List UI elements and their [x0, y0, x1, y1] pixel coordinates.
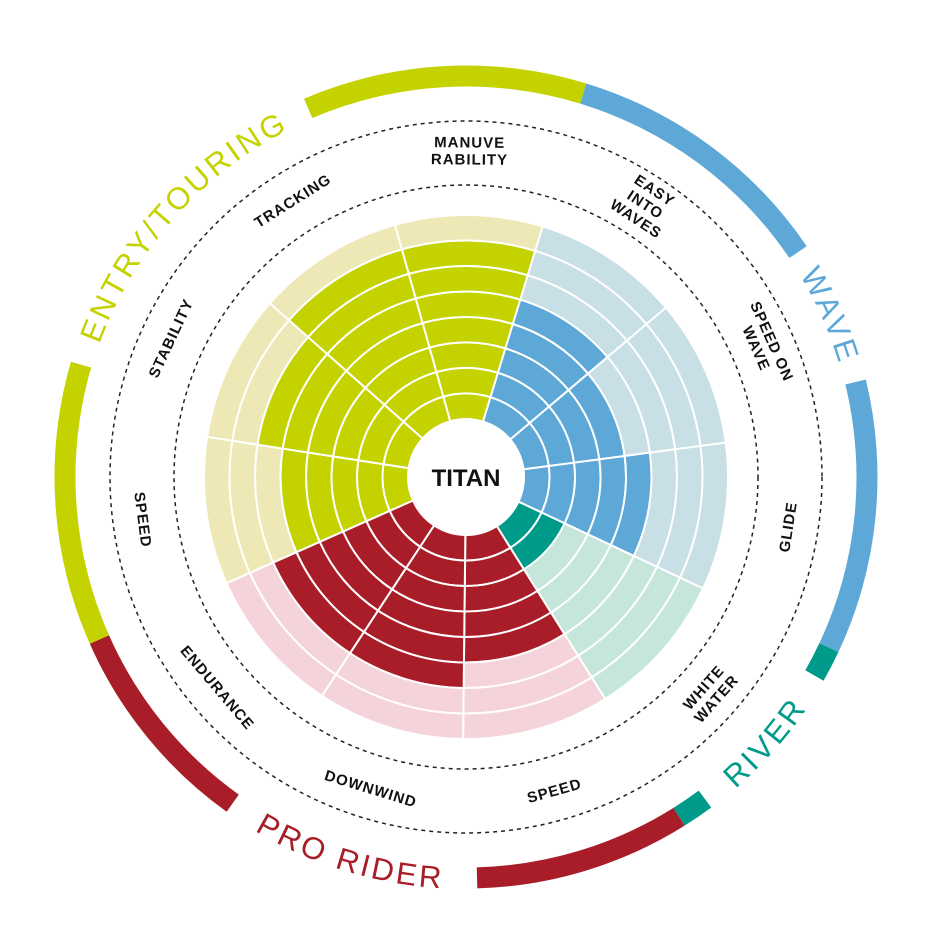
category-ring-arc [819, 379, 878, 653]
rating-bar [517, 441, 729, 590]
attribute-label-line: GLIDE [776, 501, 801, 554]
category-ring-arc [89, 635, 239, 812]
rating-bar [203, 435, 415, 585]
rating-cell-filled [442, 392, 492, 423]
rating-cell-filled [435, 367, 500, 399]
rating-bar [462, 524, 607, 740]
attribute-label: SPEED ONWAVE [731, 299, 797, 391]
category-label-path: PRO RIDER [251, 806, 443, 895]
attribute-label: MANUVERABILITY [431, 134, 509, 169]
category-ring-arc [580, 83, 807, 259]
rating-cell-empty [393, 214, 544, 253]
category-label-path: WAVE [794, 261, 864, 368]
center-disc [408, 419, 524, 535]
center-label: TITAN [432, 465, 501, 492]
category-label-path: RIVER [716, 691, 810, 794]
attribute-label: EASYINTOWAVES [607, 168, 684, 243]
dashed-guide-circle [173, 184, 759, 770]
attribute-label: ENDURANCE [177, 643, 258, 734]
rating-bar [508, 306, 727, 471]
attribute-label: WHITEWATER [678, 661, 742, 727]
attribute-label: SPEED [130, 491, 154, 549]
attribute-label-line: SPEED [525, 776, 583, 807]
category-ring [54, 65, 878, 889]
attribute-label-line: STABILITY [146, 296, 198, 381]
attribute-label: STABILITY [146, 296, 198, 381]
attribute-label: GLIDE [776, 501, 801, 554]
category-ring-arc [304, 65, 587, 119]
attribute-label-line: ENDURANCE [177, 643, 258, 734]
attribute-label-line: DOWNWIND [322, 767, 418, 811]
category-ring-arc [476, 807, 685, 889]
category-ring-arc [54, 361, 110, 644]
rating-bar [320, 524, 467, 740]
rating-bar [205, 301, 425, 470]
category-label: WAVE [794, 261, 867, 368]
dashed-guide-circle [109, 120, 823, 834]
rating-bar [481, 225, 668, 441]
attribute-label: DOWNWIND [322, 767, 418, 811]
category-ring-arc [805, 643, 839, 681]
category-label: PRO RIDER [251, 806, 446, 895]
rating-bar [495, 500, 705, 701]
attribute-label: SPEED [525, 776, 583, 807]
attribute-label-line: SPEED [130, 491, 154, 549]
category-label: RIVER [716, 691, 813, 794]
center-hub: TITAN [408, 419, 524, 535]
attribute-label-line: RABILITY [431, 151, 508, 169]
dashed-guide-circles [109, 120, 823, 834]
attribute-label-line: MANUVE [434, 134, 505, 152]
rating-cell-filled [428, 341, 507, 375]
category-ring-arc [673, 790, 712, 826]
